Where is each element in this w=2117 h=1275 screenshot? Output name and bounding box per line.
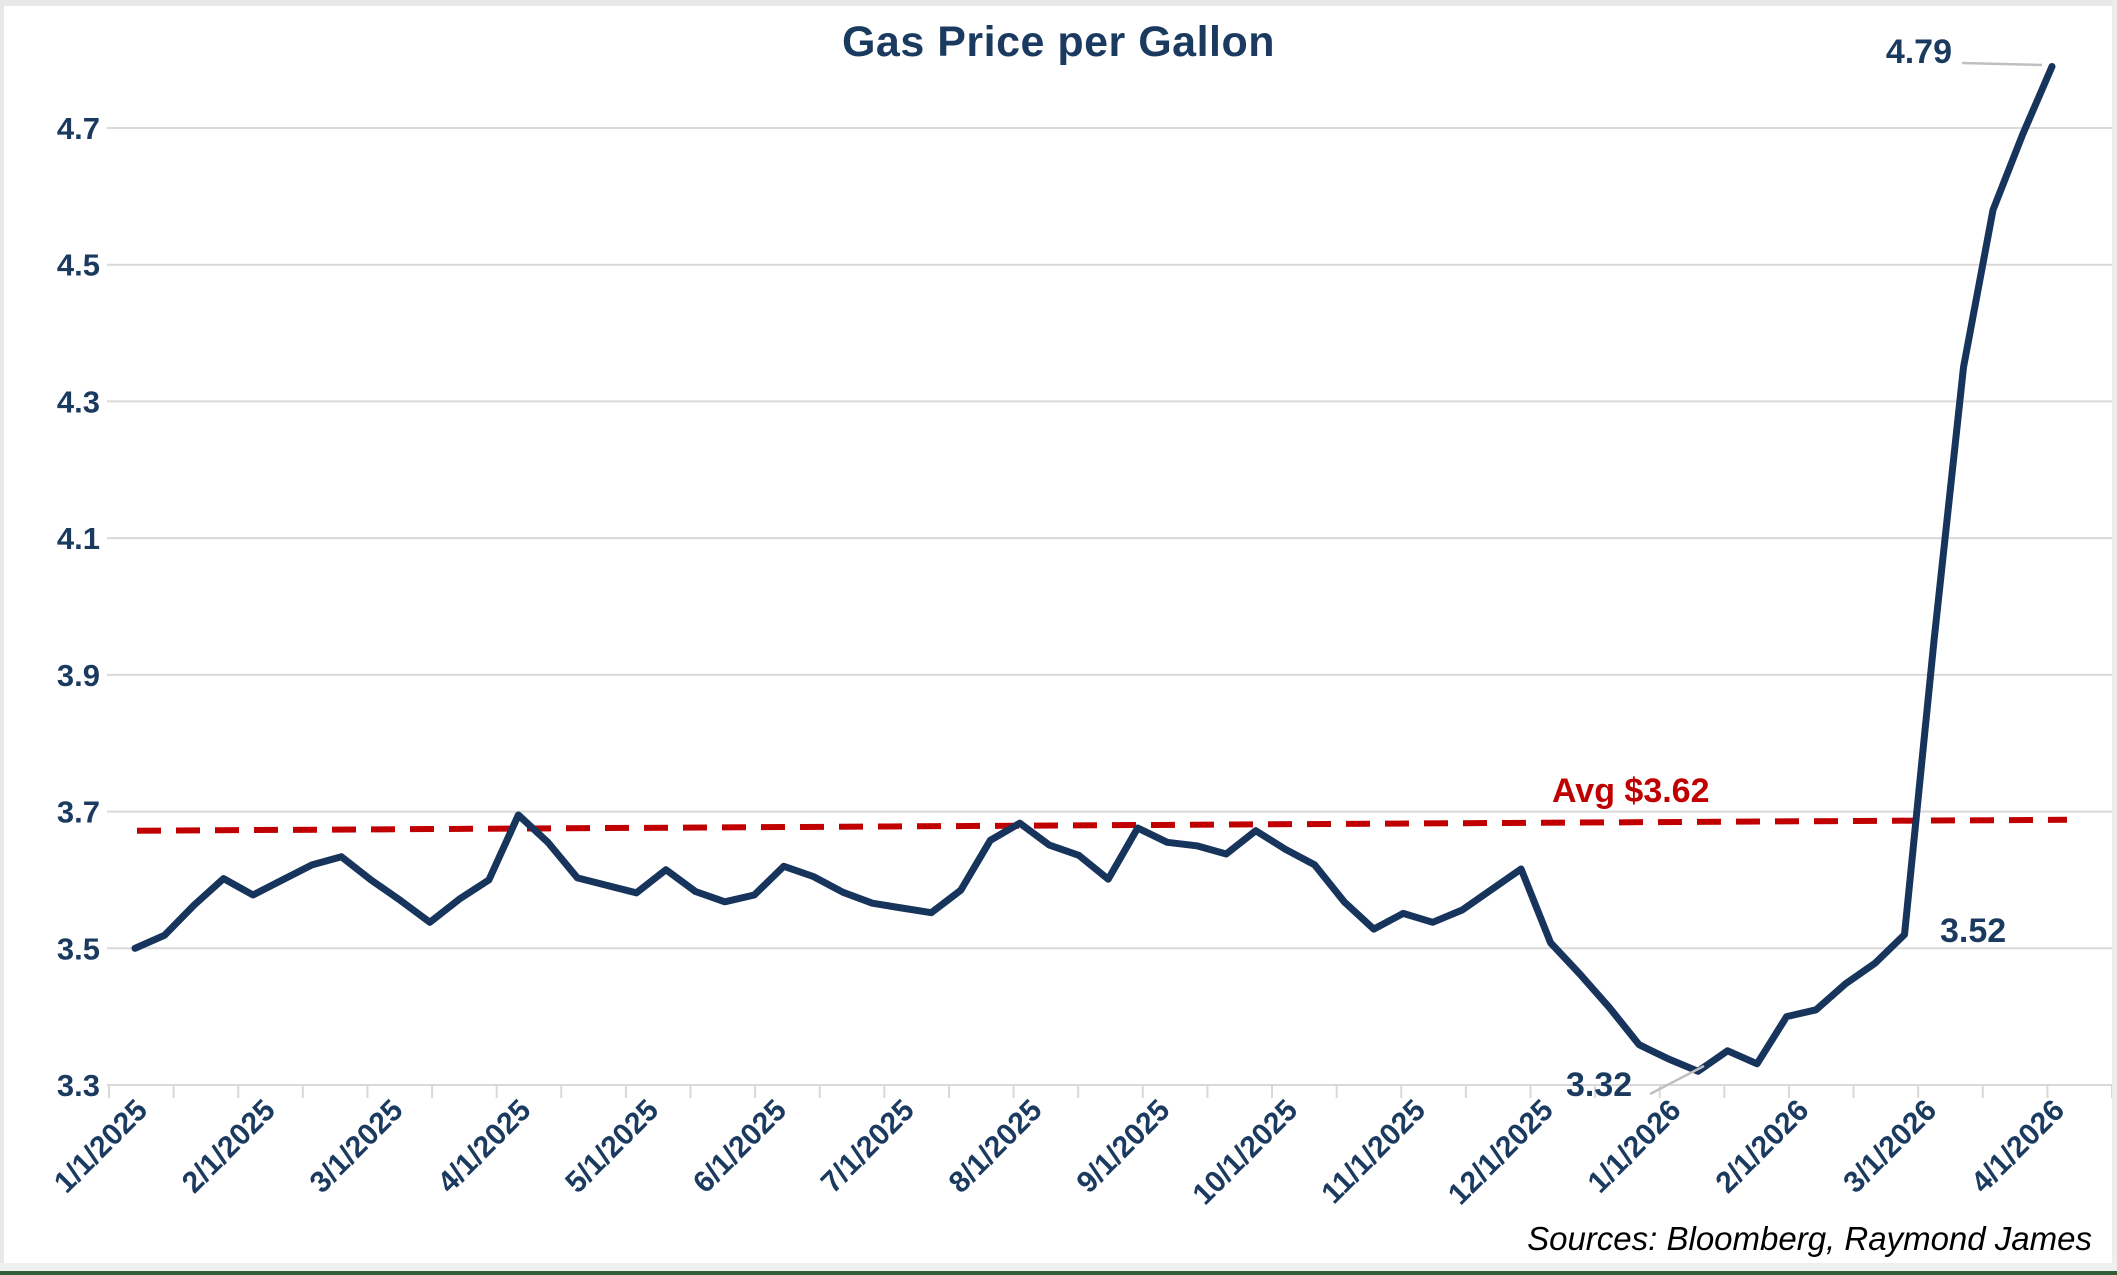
y-axis-label: 4.5 xyxy=(57,248,100,283)
y-axis-label: 3.7 xyxy=(57,795,100,830)
chart-title: Gas Price per Gallon xyxy=(841,18,1275,66)
y-axis-label: 3.5 xyxy=(57,931,100,966)
y-axis-label: 4.7 xyxy=(57,111,100,146)
slide-top-border xyxy=(0,0,2117,6)
pre-spike-value-label: 3.52 xyxy=(1940,912,2007,950)
average-value-label: Avg $3.62 xyxy=(1552,772,1710,810)
x-axis-label: 7/1/2025 xyxy=(815,1094,921,1200)
peak-value-label: 4.79 xyxy=(1885,33,1952,71)
low-value-label: 3.32 xyxy=(1566,1066,1633,1104)
x-axis-label: 1/1/2026 xyxy=(1582,1094,1688,1200)
x-axis-label: 2/1/2026 xyxy=(1709,1094,1815,1200)
slide-bottom-accent-bar xyxy=(0,1271,2117,1275)
slide-right-border xyxy=(2112,0,2117,1275)
slide-bottom-border xyxy=(0,1263,2117,1271)
x-axis-label: 9/1/2025 xyxy=(1070,1094,1176,1200)
x-axis-label: 11/1/2025 xyxy=(1315,1094,1432,1211)
price-series-line xyxy=(131,63,2056,1075)
y-axis-label: 3.9 xyxy=(57,658,100,693)
x-axis-label: 5/1/2025 xyxy=(559,1094,665,1200)
y-axis-label: 4.1 xyxy=(57,521,100,556)
y-axis-label: 3.3 xyxy=(57,1068,100,1103)
y-axis-label: 4.3 xyxy=(57,384,100,419)
slide-left-border xyxy=(0,0,4,1275)
x-axis-label: 3/1/2026 xyxy=(1837,1094,1943,1200)
x-axis-label: 12/1/2025 xyxy=(1442,1094,1560,1212)
x-axis-label: 4/1/2025 xyxy=(431,1094,537,1200)
x-axis-label: 1/1/2025 xyxy=(48,1094,154,1200)
x-axis-label: 4/1/2026 xyxy=(1965,1094,2071,1200)
x-axis-label: 10/1/2025 xyxy=(1186,1094,1304,1212)
average-dashed-line xyxy=(136,816,2068,834)
peak-leader-line xyxy=(1961,61,2043,67)
source-note: Sources: Bloomberg, Raymond James xyxy=(1527,1220,2092,1257)
x-axis-label: 8/1/2025 xyxy=(943,1094,1049,1200)
low-leader-line xyxy=(1649,1064,1705,1096)
x-axis-label: 6/1/2025 xyxy=(687,1094,793,1200)
x-axis-label: 2/1/2025 xyxy=(176,1094,282,1200)
x-axis-label: 3/1/2025 xyxy=(304,1094,410,1200)
